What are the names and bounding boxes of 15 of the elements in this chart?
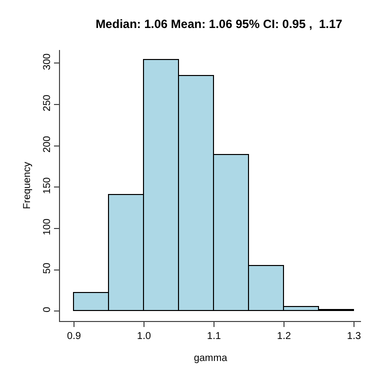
y-tick-label: 250: [42, 94, 53, 112]
x-tick-label: 1.1: [207, 331, 222, 342]
y-tick-label: 300: [42, 52, 53, 70]
x-tick-label: 1.0: [137, 331, 152, 342]
y-axis-title: Frequency: [22, 162, 33, 210]
y-tick-label: 50: [42, 262, 53, 274]
y-tick-label: 100: [42, 218, 53, 236]
x-tick-label: 1.3: [347, 331, 362, 342]
y-tick-label: 200: [42, 136, 53, 153]
y-tick-label: 150: [42, 176, 53, 194]
x-tick-label: 0.9: [67, 331, 82, 342]
chart-title: Median: 1.06 Mean: 1.06 95% CI: 0.95 , 1.17: [96, 16, 343, 31]
x-tick-label: 1.2: [277, 331, 292, 342]
x-axis-title: gamma: [194, 353, 228, 364]
y-tick-label: 0: [42, 306, 53, 312]
